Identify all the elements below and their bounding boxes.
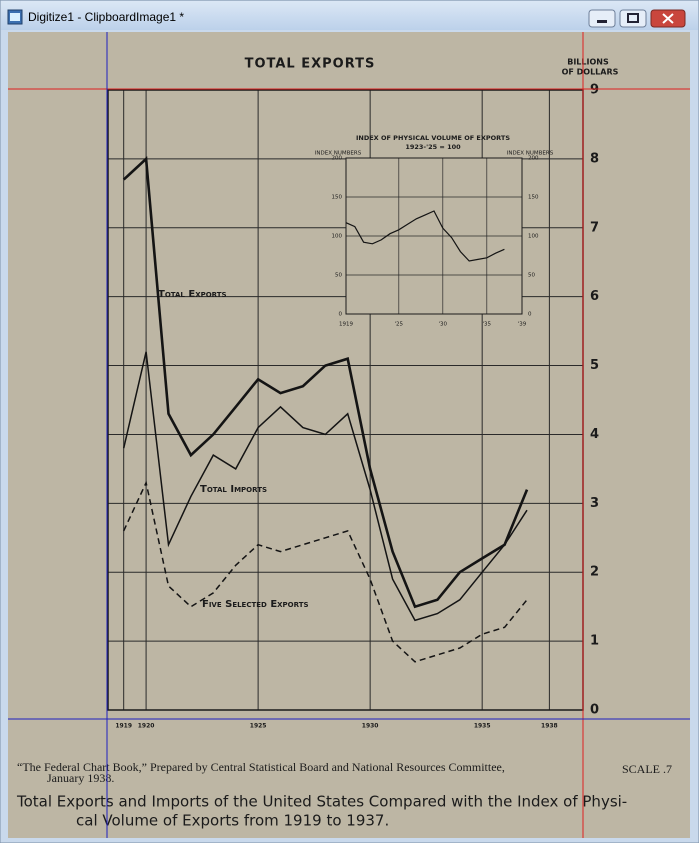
series-label: Five Selected Exports (202, 599, 309, 610)
inset-y2-label: INDEX NUMBERS (507, 151, 554, 157)
x-tick-label: 1938 (541, 723, 558, 730)
x-tick-label: '35 (483, 322, 492, 328)
inset-y-label: INDEX NUMBERS (315, 151, 362, 157)
maximize-button[interactable] (619, 9, 647, 28)
y-tick-label: 7 (590, 220, 599, 235)
y-tick-label: 150 (332, 195, 343, 201)
window-icon-inner (10, 13, 20, 21)
caption-source: “The Federal Chart Book,” Prepared by Ce… (17, 760, 505, 774)
y-tick-label: 100 (528, 234, 539, 240)
x-tick-label: '30 (439, 322, 448, 328)
y-tick-label: 0 (590, 703, 599, 718)
series-line (123, 480, 528, 663)
y-tick-label: 150 (528, 195, 539, 201)
axis-label-line: BILLIONS (567, 58, 609, 67)
y-tick-label: 9 (590, 83, 599, 98)
window-title: Digitize1 - ClipboardImage1 * (28, 10, 184, 24)
caption-scale: SCALE .7 (622, 762, 672, 776)
x-tick-label: 1920 (138, 723, 155, 730)
y-tick-label: 100 (332, 234, 343, 240)
caption-title: Total Exports and Imports of the United … (16, 793, 627, 811)
x-tick-label: 1919 (339, 322, 353, 328)
inset-title: INDEX OF PHYSICAL VOLUME OF EXPORTS (356, 134, 510, 142)
minimize-glyph (597, 20, 607, 23)
x-tick-label: 1930 (362, 723, 379, 730)
y-tick-label: 5 (590, 358, 599, 373)
x-tick-label: 1935 (474, 723, 491, 730)
y-tick-label: 200 (332, 156, 343, 162)
close-glyph (662, 13, 674, 24)
caption-title: cal Volume of Exports from 1919 to 1937. (76, 812, 389, 830)
y-tick-label: 50 (335, 273, 342, 279)
inset-subtitle: 1923-'25 = 100 (405, 143, 461, 151)
y-tick-label: 0 (528, 312, 532, 318)
y-tick-label: 1 (590, 634, 599, 649)
axis-label-line: OF DOLLARS (562, 68, 619, 77)
minimize-button[interactable] (588, 9, 616, 28)
series-label: Total Exports (158, 289, 227, 300)
series-line (122, 156, 529, 609)
y-tick-label: 3 (590, 496, 599, 511)
x-tick-label: 1925 (250, 723, 267, 730)
y-tick-label: 0 (339, 312, 343, 318)
series-line (122, 351, 528, 622)
x-tick-label: '25 (395, 322, 404, 328)
y-tick-label: 50 (528, 273, 535, 279)
caption-source: January 1938. (47, 771, 114, 785)
y-tick-label: 4 (590, 427, 599, 442)
y-tick-label: 200 (528, 156, 539, 162)
series-line (345, 210, 505, 262)
x-tick-label: 1919 (115, 723, 132, 730)
series-label: Total Imports (200, 484, 267, 495)
title-bar (1, 1, 698, 30)
y-tick-label: 8 (590, 151, 599, 166)
maximize-glyph (627, 13, 639, 23)
y-tick-label: 6 (590, 289, 599, 304)
y-tick-label: 2 (590, 565, 599, 580)
plot-frame (345, 157, 523, 315)
x-tick-label: '39 (518, 322, 527, 328)
chart-title: TOTAL EXPORTS (245, 57, 376, 72)
